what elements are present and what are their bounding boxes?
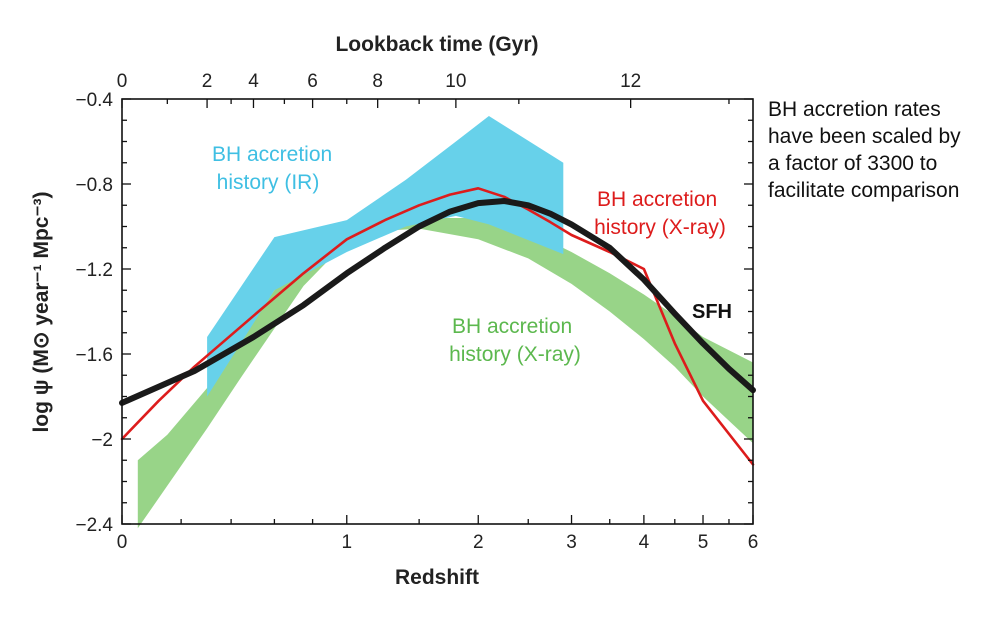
lines-layer	[119, 187, 756, 466]
annotation-xray-red-line-2: history (X-ray)	[594, 216, 726, 239]
scaling-note-line-2: have been scaled by	[768, 125, 961, 148]
annotation-xray-green-line-1: BH accretion	[452, 315, 572, 338]
x-tick-label: 2	[473, 532, 484, 553]
annotation-ir-line-2: history (IR)	[217, 171, 320, 194]
x-tick-label: 3	[566, 532, 577, 553]
annotation-xray-red-line-1: BH accretion	[597, 188, 717, 211]
band-ir	[207, 116, 564, 397]
scaling-note-line-1: BH accretion rates	[768, 98, 941, 121]
annotation-xray-red: BH accretion history (X-ray)	[594, 188, 726, 239]
x-tick-label: 0	[117, 532, 128, 553]
top-tick-label: 6	[307, 71, 318, 92]
bands-layer	[137, 116, 754, 529]
band-xray-green	[137, 218, 754, 529]
y-tick-label: −0.8	[75, 175, 113, 196]
top-tick-label: 0	[117, 71, 128, 92]
annotation-xray-green: BH accretion history (X-ray)	[449, 315, 581, 366]
annotation-xray-green-line-2: history (X-ray)	[449, 343, 581, 366]
top-tick-label: 4	[248, 71, 259, 92]
y-tick-label: −1.6	[75, 345, 113, 366]
tick-labels-layer: −0.4−0.8−1.2−1.6−2−2.40 1 2 3 4 5 60 2 4 6 8 10 12	[75, 71, 758, 553]
y-tick-label: −0.4	[75, 90, 113, 111]
top-tick-label: 2	[202, 71, 213, 92]
annotation-ir: BH accretion history (IR)	[212, 143, 338, 194]
x-tick-label: 4	[639, 532, 650, 553]
y-tick-label: −2.4	[75, 515, 113, 536]
top-tick-label: 10	[445, 71, 466, 92]
top-tick-label: 8	[372, 71, 383, 92]
scaling-note-line-3: a factor of 3300 to	[768, 152, 938, 175]
x-tick-label: 5	[698, 532, 709, 553]
ticks-layer	[121, 98, 754, 525]
annotation-ir-line-1: BH accretion	[212, 143, 332, 166]
top-tick-label: 12	[620, 71, 641, 92]
scaling-note: BH accretion rates have been scaled by a…	[768, 96, 998, 204]
x-axis-title: Redshift	[395, 566, 479, 589]
line-xray-red	[120, 187, 755, 466]
x-tick-label: 6	[748, 532, 759, 553]
scaling-note-line-4: facilitate comparison	[768, 179, 960, 202]
y-tick-label: −1.2	[75, 260, 113, 281]
y-axis-title: log ψ (M⊙ year⁻¹ Mpc⁻³)	[30, 191, 53, 432]
annotation-sfh: SFH	[692, 301, 732, 323]
y-tick-label: −2	[91, 430, 113, 451]
line-sfh	[119, 198, 756, 406]
x-tick-label: 1	[341, 532, 352, 553]
top-axis-title: Lookback time (Gyr)	[335, 33, 538, 56]
